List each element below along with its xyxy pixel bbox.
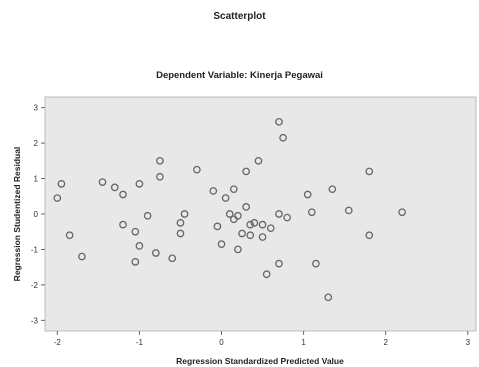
x-tick-label: 3 [466,338,471,347]
scatter-point [238,229,246,238]
y-tick-label: 2 [34,139,39,148]
scatter-point [275,259,283,268]
y-tick-label: 3 [34,104,39,113]
scatter-point [217,240,226,248]
plot-area [44,96,477,332]
x-axis-label: Regression Standardized Predicted Value [176,356,344,366]
chart-subtitle: Dependent Variable: Kinerja Pegawai [156,70,323,81]
scatter-point [213,222,222,231]
scatter-point [303,190,312,199]
scatter-point [143,211,152,220]
y-tick-label: -2 [31,281,39,290]
scatter-point [225,210,234,218]
scatter-point [242,203,250,211]
scatter-point [307,208,316,217]
scatter-point [365,167,374,176]
scatter-point [168,254,177,263]
y-tick-label: -3 [31,316,39,325]
scatter-point [242,167,250,176]
x-tick-label: 0 [219,338,224,347]
scatter-point [258,233,267,241]
scatter-point [250,219,259,227]
scatter-point [246,220,255,229]
scatter-point [151,249,160,257]
scatter-point [344,206,353,215]
scatter-point [57,180,66,188]
scatter-point [266,224,275,233]
x-tick-label: 2 [383,338,388,347]
scatter-point [65,231,74,240]
scatter-point [365,231,374,240]
scatter-point [254,156,263,165]
scatter-point [312,259,320,268]
scatter-point [209,187,218,195]
scatter-point [234,211,242,220]
scatter-point [98,178,107,186]
scatter-point [176,229,185,238]
y-tick-label: 1 [34,175,39,184]
y-tick-label: 0 [34,210,39,219]
scatter-point [275,117,283,126]
scatter-point [156,172,164,181]
scatter-point [234,245,242,254]
scatter-point [176,219,185,227]
scatter-point [221,194,230,202]
scatter-point [135,242,144,250]
axis-ticks: -2 -1 0 1 2 3 -3 -2 -1 0 1 2 3 [31,104,471,347]
x-tick-label: -1 [136,338,144,347]
scatter-point [119,220,127,229]
scatter-point [324,293,333,302]
scatter-point [156,156,164,165]
scatter-point [135,180,144,188]
chart-title: Scatterplot [213,11,266,22]
scatter-point [398,208,406,217]
x-tick-label: 1 [301,338,306,347]
x-tick-label: -2 [54,338,62,347]
scatter-point [78,252,86,261]
y-tick-label: -1 [31,245,39,254]
scatter-point [131,258,140,266]
scatter-point [119,190,127,199]
scatter-point [53,194,62,202]
scatter-point [258,220,267,229]
scatter-point [193,165,201,174]
scatter-point [180,210,189,218]
scatter-point [246,231,255,240]
data-points [53,117,406,302]
scatter-point [262,270,271,279]
y-axis-label: Regression Studentized Residual [12,147,22,282]
scatter-point [328,185,337,194]
scatter-point [283,213,292,222]
scatter-point [110,183,119,192]
scatter-point [229,185,238,194]
scatter-point [279,133,287,142]
scatter-point [131,227,140,236]
scatter-point [275,210,283,218]
